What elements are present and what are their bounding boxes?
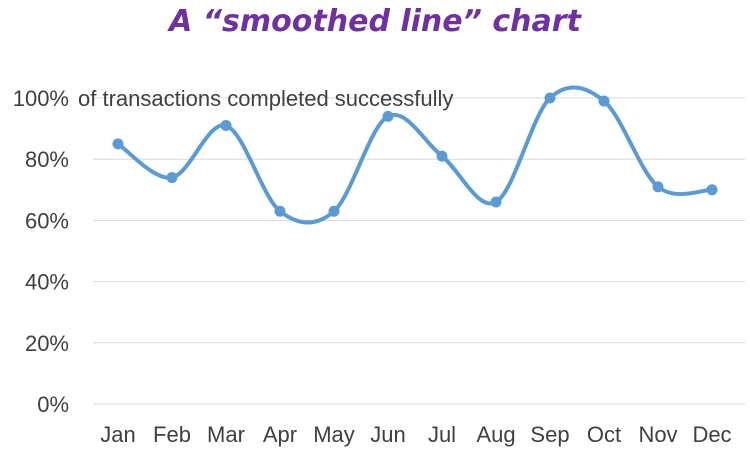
- x-tick-label: Nov: [638, 422, 677, 447]
- x-tick-label: Jan: [100, 422, 135, 447]
- data-point-mar: [220, 120, 232, 132]
- x-tick-label: Oct: [587, 422, 621, 447]
- x-tick-label: Feb: [153, 422, 191, 447]
- y-tick-label: 100%: [13, 86, 69, 111]
- x-axis-tick-labels: Jan Feb Mar Apr May Jun Jul Aug Sep Oct Nov Dec: [100, 422, 731, 447]
- data-point-jul: [436, 150, 448, 162]
- chart-title: A “smoothed line” chart: [167, 4, 583, 39]
- x-tick-label: Mar: [207, 422, 245, 447]
- data-point-jun: [382, 110, 394, 122]
- y-tick-label: 20%: [25, 331, 69, 356]
- data-point-dec: [706, 184, 718, 196]
- x-tick-label: Jul: [428, 422, 456, 447]
- x-tick-label: May: [313, 422, 355, 447]
- data-point-sep: [544, 92, 556, 104]
- x-tick-label: Dec: [692, 422, 731, 447]
- chart-annotation: of transactions completed successfully: [78, 86, 453, 111]
- data-point-feb: [166, 172, 178, 184]
- data-point-may: [328, 205, 340, 217]
- data-point-aug: [490, 196, 502, 208]
- x-tick-label: Jun: [370, 422, 405, 447]
- y-tick-label: 60%: [25, 208, 69, 233]
- gridlines: [93, 97, 745, 405]
- data-point-nov: [652, 181, 664, 193]
- x-tick-label: Sep: [530, 422, 569, 447]
- data-series: [112, 85, 718, 225]
- data-point-oct: [598, 95, 610, 107]
- y-tick-label: 80%: [25, 147, 69, 172]
- x-tick-label: Apr: [263, 422, 297, 447]
- y-tick-label: 40%: [25, 270, 69, 295]
- data-point-apr: [274, 205, 286, 217]
- data-point-jan: [112, 138, 124, 150]
- y-tick-label: 0%: [37, 392, 69, 417]
- x-tick-label: Aug: [476, 422, 515, 447]
- y-axis-tick-labels: 0% 20% 40% 60% 80% 100%: [13, 86, 69, 417]
